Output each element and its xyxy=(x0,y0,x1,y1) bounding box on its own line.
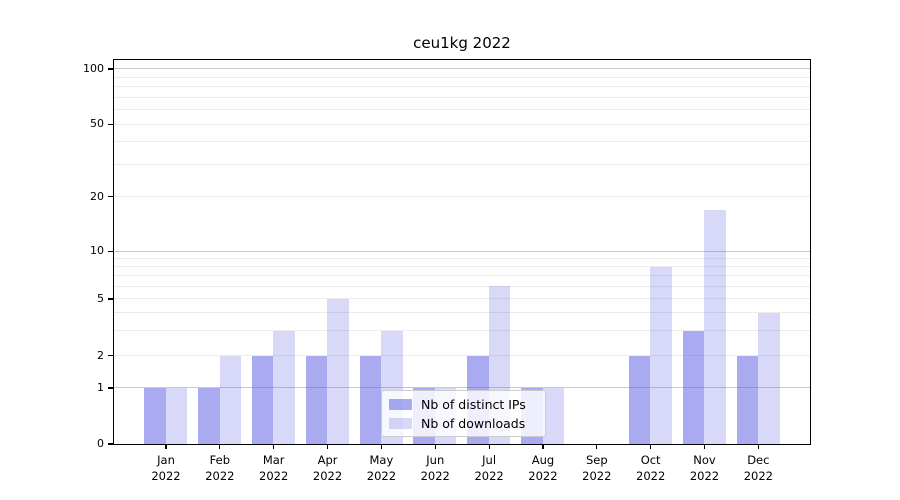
x-axis-tick-label: Feb 2022 xyxy=(205,453,235,483)
y-axis-tick-label: 100 xyxy=(83,62,104,75)
legend-swatch-downloads xyxy=(389,417,412,429)
y-axis-tick-label: 20 xyxy=(90,189,104,203)
y-axis-tick-label: 10 xyxy=(90,244,104,258)
gridline-minor xyxy=(114,275,810,277)
y-axis-tick xyxy=(107,123,113,125)
legend: Nb of distinct IPs Nb of downloads xyxy=(381,390,546,437)
x-axis-tick-label: Sep 2022 xyxy=(582,453,612,483)
y-axis-tick xyxy=(107,68,113,70)
y-axis-tick xyxy=(107,387,113,389)
y-axis-tick xyxy=(107,443,113,445)
bar-downloads-mar xyxy=(273,330,295,444)
gridline-minor xyxy=(114,123,810,125)
gridline-minor xyxy=(114,330,810,331)
gridline-minor xyxy=(114,164,810,166)
legend-item-distinct-ips: Nb of distinct IPs xyxy=(389,397,538,412)
x-axis-tick-label: Aug 2022 xyxy=(528,453,558,483)
x-axis-tick-label: Jan 2022 xyxy=(151,453,181,483)
x-axis-tick xyxy=(650,444,652,449)
x-axis-tick-label: Jul 2022 xyxy=(474,453,504,483)
gridline-minor xyxy=(114,257,810,259)
bar-downloads-apr xyxy=(327,299,349,444)
x-axis-tick-label: Dec 2022 xyxy=(743,453,773,483)
bar-downloads-dec xyxy=(758,312,780,444)
plot-area xyxy=(113,59,811,445)
bar-distinct-ips-nov xyxy=(682,330,705,444)
x-axis-tick-label: May 2022 xyxy=(366,453,397,483)
x-axis-tick xyxy=(219,444,221,449)
y-axis-tick xyxy=(107,298,113,300)
gridline-minor xyxy=(114,76,810,78)
bar-distinct-ips-mar xyxy=(251,355,274,444)
x-axis-tick-label: Jun 2022 xyxy=(420,453,450,483)
x-axis-tick xyxy=(596,444,598,449)
x-axis-tick xyxy=(165,444,167,449)
x-axis-tick-label: Mar 2022 xyxy=(259,453,289,483)
bar-downloads-oct xyxy=(650,266,672,444)
y-axis-tick-label: 1 xyxy=(97,381,104,394)
bar-distinct-ips-may xyxy=(359,355,382,444)
y-axis-tick xyxy=(107,355,113,357)
gridline-major xyxy=(114,250,810,252)
x-axis-tick xyxy=(542,444,544,449)
gridline-minor xyxy=(114,312,810,314)
bar-downloads-nov xyxy=(704,209,726,444)
y-axis-tick xyxy=(107,250,113,252)
bar-distinct-ips-apr xyxy=(305,355,328,444)
legend-swatch-distinct-ips xyxy=(389,398,412,410)
bar-distinct-ips-jan xyxy=(144,388,166,444)
gridline-minor xyxy=(114,86,810,88)
gridline-minor xyxy=(114,285,810,287)
legend-label-downloads: Nb of downloads xyxy=(421,415,526,431)
gridline-minor xyxy=(114,266,810,268)
y-axis-tick-label: 0 xyxy=(97,437,104,450)
x-axis-tick xyxy=(326,444,329,449)
gridline-major xyxy=(114,387,810,389)
x-axis-tick xyxy=(703,444,706,449)
y-axis-tick-label: 50 xyxy=(90,117,104,131)
legend-label-distinct-ips: Nb of distinct IPs xyxy=(421,396,526,412)
gridline-major xyxy=(114,68,810,70)
bar-distinct-ips-feb xyxy=(198,388,220,444)
y-axis-tick-label: 5 xyxy=(97,292,104,305)
x-axis-tick-label: Oct 2022 xyxy=(636,453,666,483)
gridline-minor xyxy=(114,109,810,111)
bar-downloads-jan xyxy=(165,388,188,444)
y-axis-tick-label: 2 xyxy=(97,348,104,362)
legend-item-downloads: Nb of downloads xyxy=(389,416,538,431)
x-axis-tick xyxy=(380,444,382,449)
gridline-minor xyxy=(114,141,810,143)
x-axis-tick xyxy=(757,444,759,449)
x-axis-tick-label: Nov 2022 xyxy=(689,453,720,483)
gridline-minor xyxy=(114,196,810,198)
chart-title: ceu1kg 2022 xyxy=(413,34,511,52)
y-axis-tick xyxy=(107,196,113,198)
gridline-minor xyxy=(114,96,810,98)
x-axis-tick xyxy=(273,444,275,449)
bar-distinct-ips-dec xyxy=(736,355,759,444)
bar-distinct-ips-oct xyxy=(628,355,651,444)
gridline-minor xyxy=(114,298,810,300)
x-axis-tick xyxy=(434,444,436,449)
bar-downloads-aug xyxy=(542,388,565,444)
x-axis-tick-label: Apr 2022 xyxy=(312,453,343,483)
gridline-minor xyxy=(114,355,810,357)
bar-downloads-feb xyxy=(219,355,242,444)
x-axis-tick xyxy=(488,444,490,449)
